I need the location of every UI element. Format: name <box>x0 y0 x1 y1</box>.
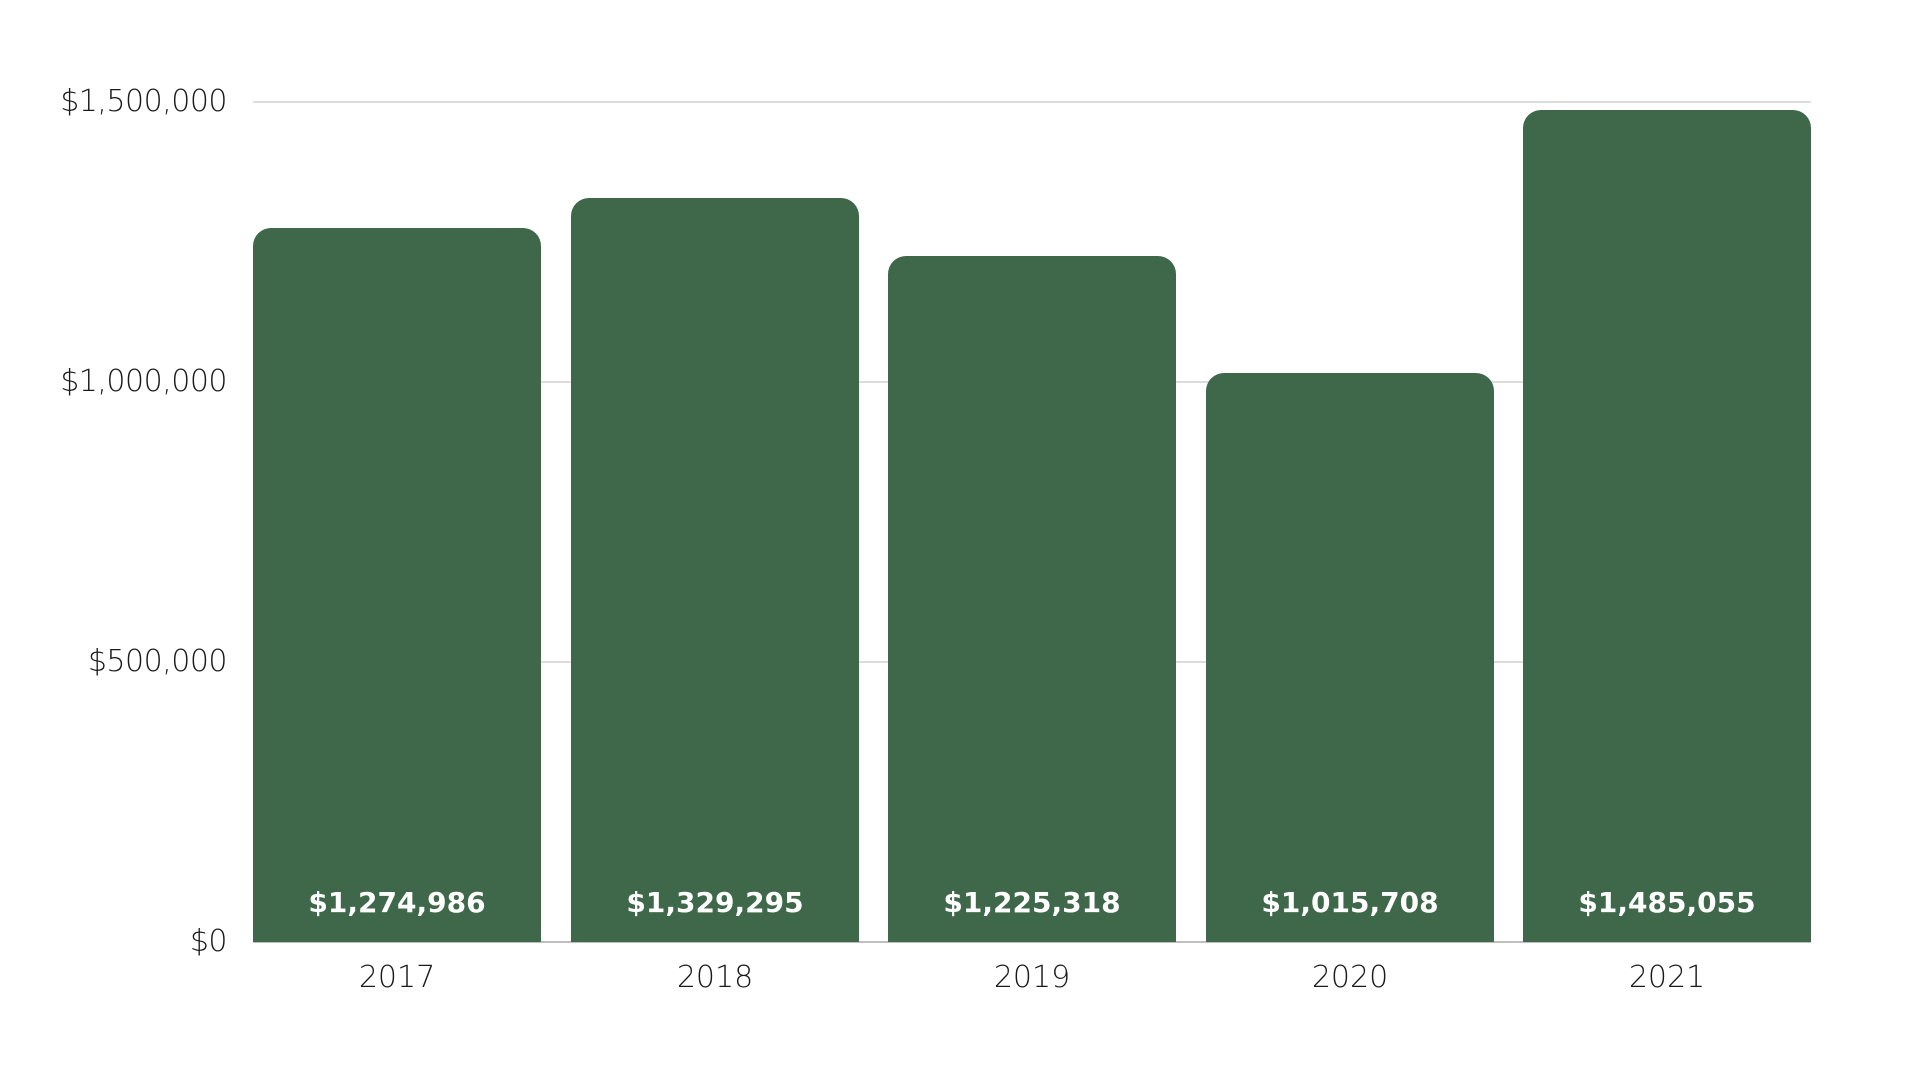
bar-value-label: $1,329,295 <box>626 886 804 919</box>
y-tick-label: $0 <box>189 924 228 959</box>
bar-value-label: $1,274,986 <box>308 886 486 919</box>
bar-value-label: $1,225,318 <box>943 886 1121 919</box>
bar-value-label: $1,015,708 <box>1261 886 1439 919</box>
y-tick-label: $1,000,000 <box>60 364 227 399</box>
bar-2019: $1,225,318 <box>888 256 1176 942</box>
y-tick-label: $500,000 <box>87 644 228 679</box>
y-tick-label: $1,500,000 <box>60 84 227 119</box>
x-tick-label: 2019 <box>993 960 1071 995</box>
x-tick-label: 2021 <box>1628 960 1706 995</box>
x-tick-label: 2017 <box>358 960 436 995</box>
bar-2017: $1,274,986 <box>253 228 541 942</box>
bar-2020: $1,015,708 <box>1206 373 1494 942</box>
bar-2018: $1,329,295 <box>571 198 859 942</box>
bar-value-label: $1,485,055 <box>1578 886 1756 919</box>
x-tick-label: 2018 <box>676 960 754 995</box>
x-tick-label: 2020 <box>1311 960 1389 995</box>
gridline-1500000 <box>253 101 1811 103</box>
bar-2021: $1,485,055 <box>1523 110 1811 942</box>
x-axis-line <box>253 941 1811 943</box>
